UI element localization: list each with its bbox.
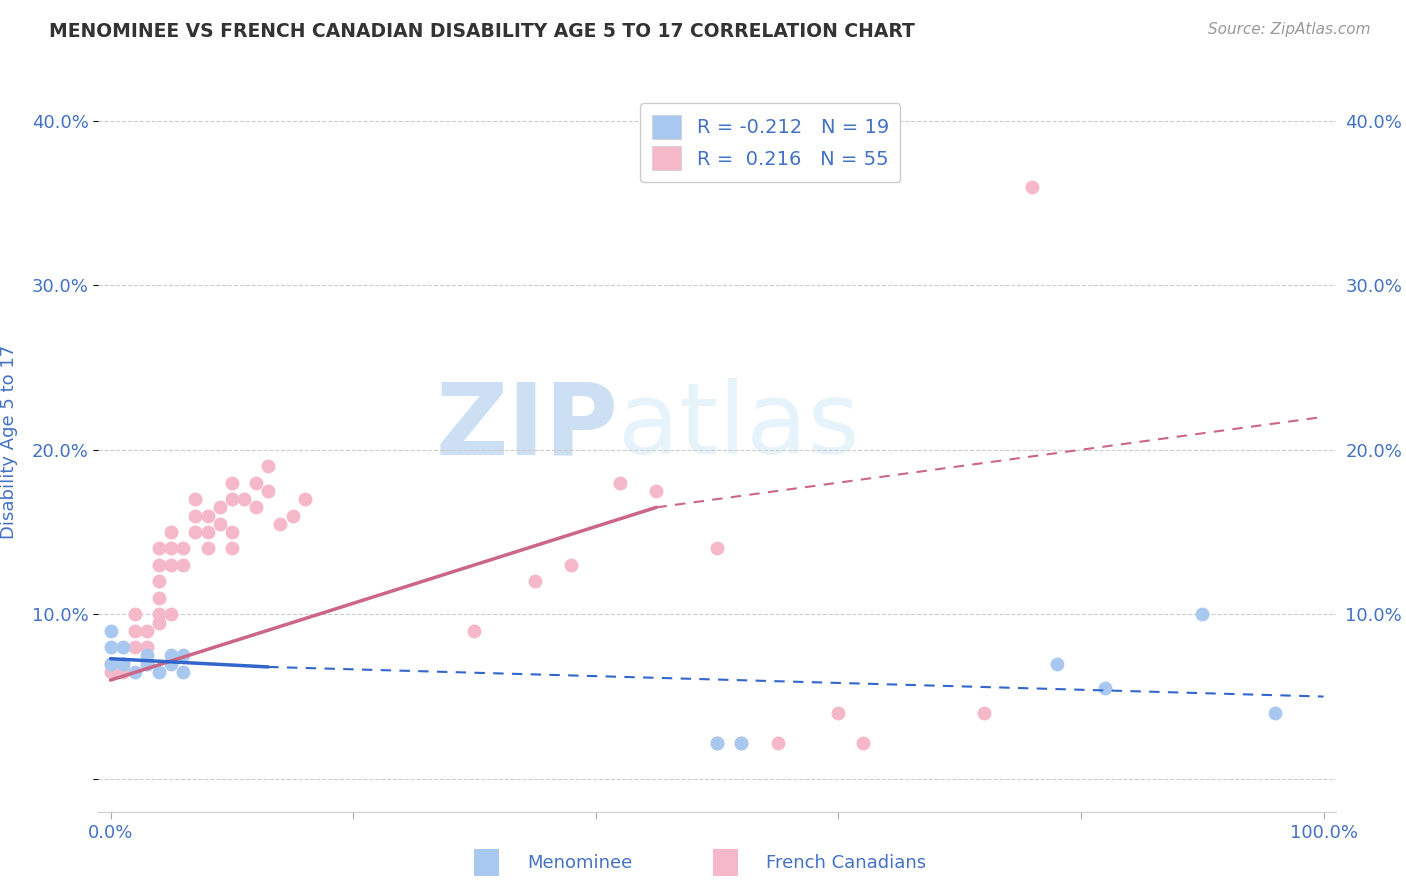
Point bbox=[148, 591, 170, 605]
Point bbox=[100, 657, 122, 671]
Point bbox=[706, 736, 728, 750]
Point bbox=[1191, 607, 1213, 622]
Point bbox=[294, 492, 316, 507]
Point bbox=[148, 615, 170, 630]
Point bbox=[100, 624, 122, 638]
Point bbox=[148, 558, 170, 572]
Point bbox=[184, 524, 207, 539]
Point bbox=[124, 665, 146, 679]
Point bbox=[111, 657, 134, 671]
Point bbox=[257, 483, 280, 498]
Point bbox=[148, 607, 170, 622]
Point bbox=[706, 736, 728, 750]
Text: Source: ZipAtlas.com: Source: ZipAtlas.com bbox=[1208, 22, 1371, 37]
Point bbox=[124, 640, 146, 655]
Point bbox=[197, 508, 219, 523]
Point bbox=[208, 500, 231, 515]
Point bbox=[172, 541, 194, 556]
Point bbox=[148, 665, 170, 679]
Point bbox=[160, 607, 183, 622]
Point bbox=[100, 640, 122, 655]
Legend: R = -0.212   N = 19, R =  0.216   N = 55: R = -0.212 N = 19, R = 0.216 N = 55 bbox=[640, 103, 900, 182]
Point bbox=[245, 475, 267, 490]
Point bbox=[766, 736, 789, 750]
Point bbox=[245, 500, 267, 515]
Text: French Canadians: French Canadians bbox=[766, 854, 927, 871]
Point bbox=[136, 648, 159, 663]
Point bbox=[111, 657, 134, 671]
Point bbox=[645, 483, 668, 498]
Point bbox=[1046, 657, 1069, 671]
Point bbox=[609, 475, 631, 490]
Point bbox=[148, 541, 170, 556]
Point bbox=[221, 524, 243, 539]
Point bbox=[973, 706, 995, 720]
Point bbox=[257, 459, 280, 474]
Point bbox=[136, 657, 159, 671]
Point bbox=[197, 541, 219, 556]
Point bbox=[827, 706, 849, 720]
Text: Menominee: Menominee bbox=[527, 854, 633, 871]
Point bbox=[136, 657, 159, 671]
Point bbox=[160, 541, 183, 556]
Point bbox=[111, 665, 134, 679]
Point bbox=[560, 558, 582, 572]
Point bbox=[197, 524, 219, 539]
Y-axis label: Disability Age 5 to 17: Disability Age 5 to 17 bbox=[0, 344, 18, 539]
Point bbox=[1094, 681, 1116, 696]
Text: ZIP: ZIP bbox=[436, 378, 619, 475]
Point bbox=[730, 736, 752, 750]
Point bbox=[184, 492, 207, 507]
Point bbox=[730, 736, 752, 750]
Point bbox=[852, 736, 875, 750]
Point bbox=[233, 492, 256, 507]
Point bbox=[1264, 706, 1286, 720]
Point bbox=[221, 541, 243, 556]
Point bbox=[124, 624, 146, 638]
Point bbox=[281, 508, 304, 523]
Point bbox=[463, 624, 485, 638]
Text: atlas: atlas bbox=[619, 378, 859, 475]
Text: MENOMINEE VS FRENCH CANADIAN DISABILITY AGE 5 TO 17 CORRELATION CHART: MENOMINEE VS FRENCH CANADIAN DISABILITY … bbox=[49, 22, 915, 41]
Point bbox=[221, 492, 243, 507]
Point bbox=[706, 541, 728, 556]
Point bbox=[160, 524, 183, 539]
Point bbox=[100, 665, 122, 679]
Point bbox=[136, 624, 159, 638]
Point bbox=[172, 648, 194, 663]
Point bbox=[136, 640, 159, 655]
Point bbox=[208, 516, 231, 531]
Point bbox=[100, 657, 122, 671]
Point bbox=[160, 648, 183, 663]
Point bbox=[269, 516, 291, 531]
Point bbox=[221, 475, 243, 490]
Point bbox=[184, 508, 207, 523]
Point bbox=[160, 657, 183, 671]
Point bbox=[524, 574, 547, 589]
Point bbox=[124, 607, 146, 622]
Point bbox=[1021, 179, 1043, 194]
Point bbox=[148, 574, 170, 589]
Point bbox=[111, 640, 134, 655]
Point bbox=[172, 665, 194, 679]
Point bbox=[172, 558, 194, 572]
Point bbox=[160, 558, 183, 572]
